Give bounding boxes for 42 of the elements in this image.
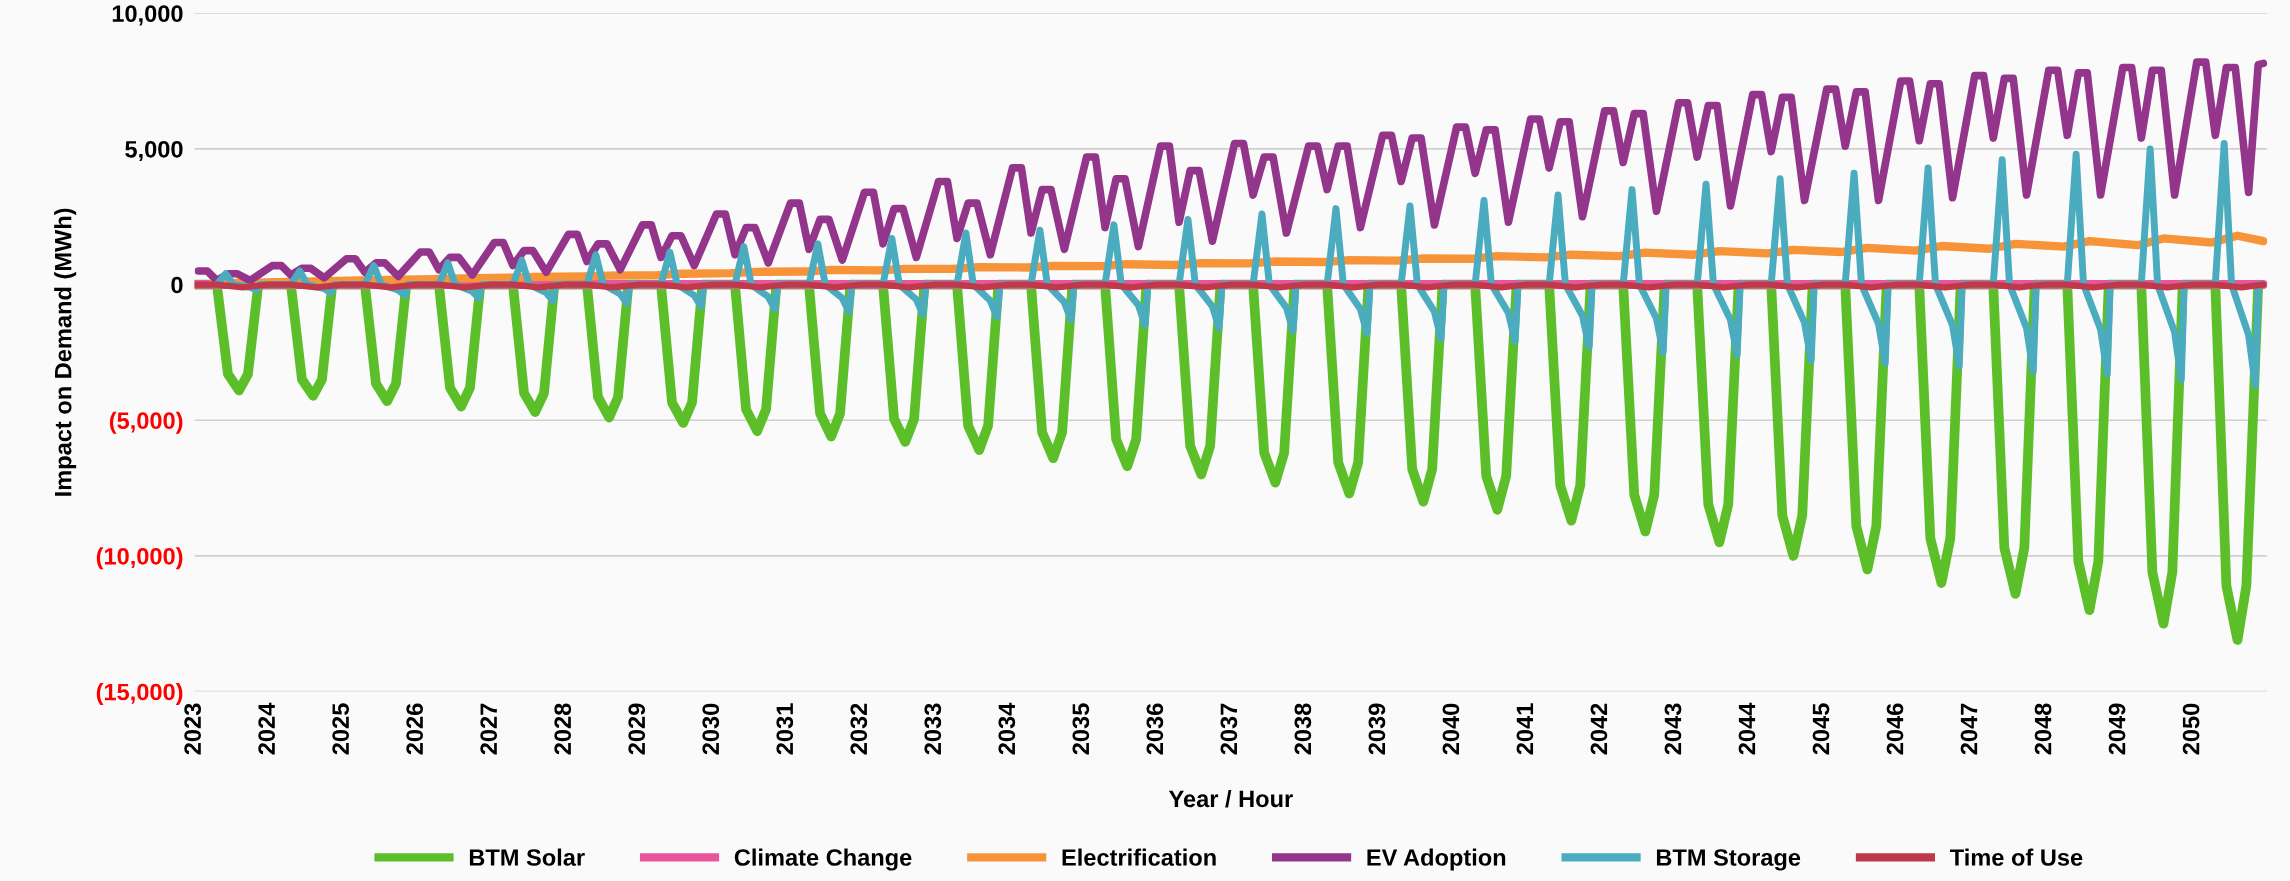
x-tick-label: 2034 xyxy=(998,702,1016,755)
x-tick-label: 2038 xyxy=(1294,703,1312,755)
x-tick-label: 2036 xyxy=(1146,703,1164,755)
x-axis-title: Year / Hour xyxy=(1168,789,1293,808)
x-tick-label: 2040 xyxy=(1442,703,1460,755)
x-tick-label: 2049 xyxy=(2108,703,2126,755)
x-tick-label: 2029 xyxy=(628,703,646,755)
x-tick-label: 2044 xyxy=(1738,702,1756,755)
x-tick-label: 2027 xyxy=(480,703,498,755)
legend-label: BTM Solar xyxy=(469,848,585,866)
x-tick-label: 2031 xyxy=(776,703,794,755)
y-tick-label: 10,000 xyxy=(112,5,183,26)
y-tick-label: (5,000) xyxy=(109,411,183,434)
x-tick-label: 2028 xyxy=(554,703,572,755)
x-tick-label: 2037 xyxy=(1220,703,1238,755)
legend-label: Climate Change xyxy=(734,848,912,871)
x-tick-label: 2025 xyxy=(332,703,350,755)
y-axis-title: Impact on Demand (MWh) xyxy=(54,208,77,496)
x-tick-label: 2030 xyxy=(702,703,720,755)
y-tick-label: (10,000) xyxy=(96,547,183,570)
x-tick-label: 2047 xyxy=(1960,703,1978,755)
x-tick-label: 2032 xyxy=(850,703,868,755)
legend-label: EV Adoption xyxy=(1367,848,1506,871)
x-tick-label: 2050 xyxy=(2182,703,2200,755)
x-tick-label: 2042 xyxy=(1590,703,1608,755)
y-tick-label: (15,000) xyxy=(96,683,183,706)
x-tick-label: 2045 xyxy=(1812,703,1830,755)
x-tick-label: 2039 xyxy=(1368,703,1386,755)
legend-label: Electrification xyxy=(1062,848,1216,866)
x-tick-label: 2041 xyxy=(1516,703,1534,755)
x-tick-label: 2035 xyxy=(1072,703,1090,755)
x-tick-label: 2048 xyxy=(2034,703,2052,755)
x-tick-label: 2043 xyxy=(1664,703,1682,755)
x-tick-label: 2046 xyxy=(1886,703,1904,755)
x-tick-label: 2023 xyxy=(184,703,202,755)
y-tick-label: 0 xyxy=(171,276,183,294)
legend-label: BTM Storage xyxy=(1656,849,1801,871)
legend-label: Time of Use xyxy=(1950,848,2083,866)
y-tick-label: 5,000 xyxy=(125,140,183,162)
x-tick-label: 2033 xyxy=(924,703,942,755)
x-tick-label: 2024 xyxy=(258,702,275,755)
x-tick-label: 2026 xyxy=(406,703,424,755)
